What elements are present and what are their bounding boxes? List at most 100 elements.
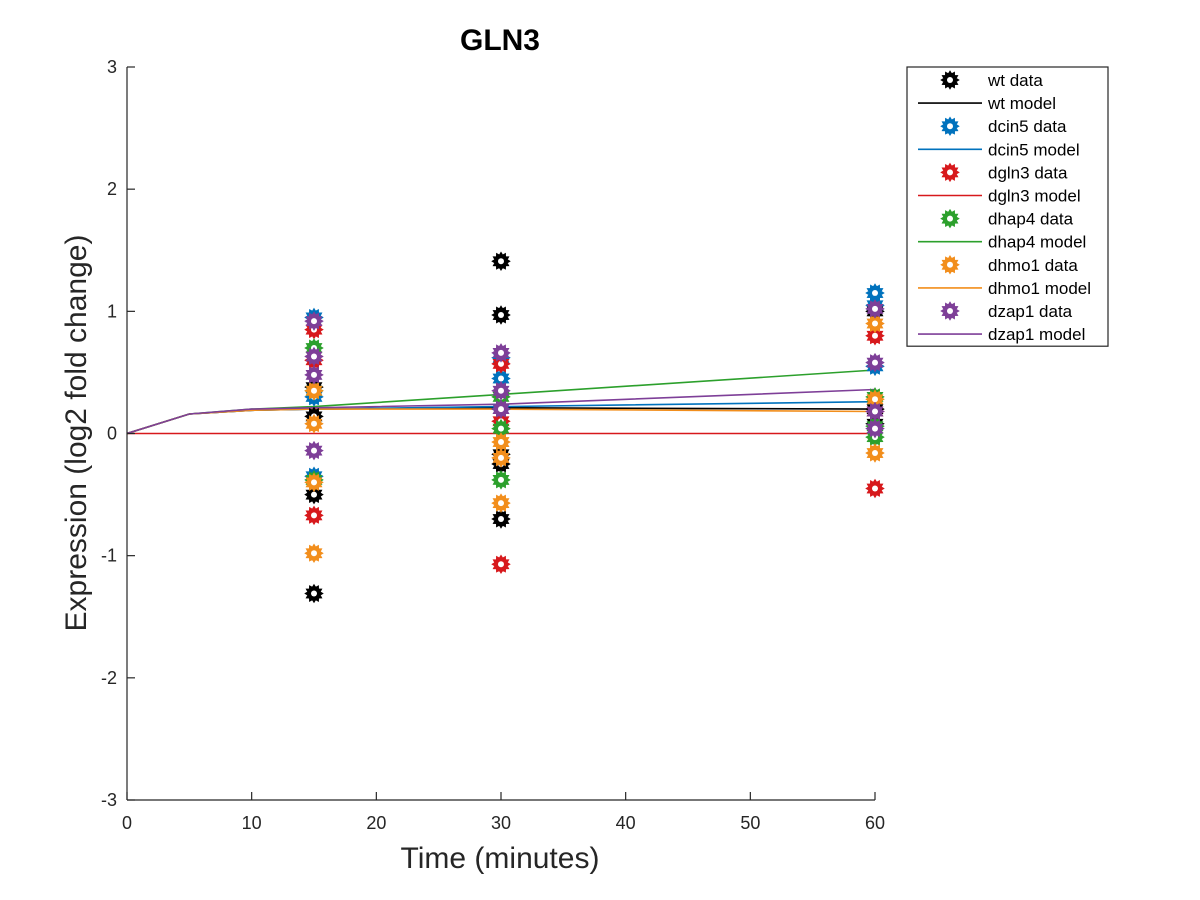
- marker-center: [311, 590, 317, 597]
- marker-center: [872, 485, 878, 492]
- x-tick-label: 60: [865, 813, 885, 833]
- legend-marker-dhmo1: [940, 255, 960, 275]
- marker-center: [872, 408, 878, 415]
- x-axis-title: Time (minutes): [401, 842, 600, 875]
- marker-center: [498, 476, 504, 483]
- y-tick-label: -1: [101, 546, 117, 566]
- marker-center: [311, 420, 317, 427]
- marker-center: [498, 258, 504, 265]
- marker-center: [872, 332, 878, 339]
- data-point-dzap1-3: [304, 440, 324, 461]
- marker-center: [872, 305, 878, 312]
- x-tick-label: 20: [366, 813, 386, 833]
- chart-title: GLN3: [460, 24, 540, 57]
- marker-center: [311, 479, 317, 486]
- marker-center: [498, 349, 504, 356]
- y-axis-title: Expression (log2 fold change): [60, 235, 93, 632]
- marker-center: [947, 169, 953, 176]
- model-line-dzap1: [126, 388, 876, 435]
- data-point-dhmo1-5: [491, 448, 511, 468]
- marker-center: [498, 454, 504, 461]
- legend-box: [906, 66, 1109, 347]
- data-point-wt-5: [491, 305, 511, 325]
- legend-label-dcin5-data: dcin5 data: [988, 117, 1067, 136]
- y-tick-label: 1: [107, 301, 117, 321]
- legend-label-wt-data: wt data: [987, 71, 1043, 90]
- legend-marker-dhap4: [940, 208, 960, 229]
- data-point-dzap1-8: [865, 352, 885, 373]
- data-point-dzap1-2: [304, 365, 324, 385]
- data-point-dhmo1-1: [304, 413, 324, 434]
- marker-center: [311, 318, 317, 325]
- y-tick-label: -3: [101, 790, 117, 810]
- marker-center: [947, 308, 953, 314]
- data-point-dhmo1-0: [304, 380, 324, 401]
- legend-label-dzap1-data: dzap1 data: [988, 302, 1073, 321]
- data-point-dhmo1-2: [304, 472, 324, 493]
- data-point-dgln3-8: [865, 478, 885, 499]
- marker-center: [311, 447, 317, 454]
- legend-label-dgln3-model: dgln3 model: [988, 187, 1081, 206]
- data-point-dhmo1-7: [865, 313, 885, 334]
- legend-marker-dzap1: [940, 301, 960, 321]
- data-point-dzap1-0: [304, 311, 324, 331]
- marker-center: [311, 387, 317, 394]
- marker-center: [872, 359, 878, 366]
- marker-center: [498, 425, 504, 432]
- legend-marker-dcin5: [940, 116, 960, 136]
- data-point-dhmo1-3: [304, 543, 324, 563]
- marker-center: [498, 516, 504, 523]
- marker-center: [872, 450, 878, 457]
- data-point-dgln3-5: [491, 554, 511, 574]
- marker-center: [311, 491, 317, 498]
- legend: wt data wt model dcin5 data dcin5 model dgln…: [906, 66, 1109, 347]
- marker-center: [311, 371, 317, 378]
- legend-label-dhmo1-model: dhmo1 model: [988, 279, 1091, 298]
- marker-center: [498, 561, 504, 568]
- marker-center: [947, 123, 953, 130]
- legend-label-dhap4-data: dhap4 data: [988, 210, 1074, 229]
- x-tick-label: 30: [491, 813, 511, 833]
- x-tick-label: 10: [242, 813, 262, 833]
- data-point-dzap1-4: [491, 343, 511, 363]
- marker-center: [311, 353, 317, 360]
- marker-center: [498, 439, 504, 446]
- marker-center: [947, 261, 953, 268]
- x-tick-label: 0: [122, 813, 132, 833]
- data-point-wt-3: [304, 583, 324, 604]
- marker-center: [498, 375, 504, 382]
- marker-center: [498, 360, 504, 367]
- marker-center: [872, 320, 878, 327]
- marker-center: [311, 512, 317, 519]
- data-markers: [304, 251, 885, 604]
- y-tick-label: 0: [107, 424, 117, 444]
- legend-label-dhap4-model: dhap4 model: [988, 233, 1086, 252]
- marker-center: [872, 396, 878, 403]
- data-point-dzap1-10: [865, 418, 885, 439]
- data-point-dhmo1-6: [491, 493, 511, 513]
- y-tick-label: 3: [107, 57, 117, 77]
- marker-center: [311, 550, 317, 557]
- marker-center: [947, 215, 953, 222]
- marker-center: [498, 387, 504, 394]
- data-point-dzap1-7: [865, 299, 885, 319]
- x-tick-label: 50: [740, 813, 760, 833]
- data-point-dhap4-5: [491, 470, 511, 490]
- x-tick-label: 40: [616, 813, 636, 833]
- model-lines: [126, 369, 876, 435]
- marker-center: [872, 425, 878, 432]
- marker-center: [498, 311, 504, 318]
- data-point-dhmo1-9: [865, 443, 885, 463]
- y-tick-label: 2: [107, 179, 117, 199]
- data-point-dgln3-2: [304, 505, 324, 526]
- data-point-wt-4: [491, 251, 511, 272]
- legend-label-dhmo1-data: dhmo1 data: [988, 256, 1078, 275]
- y-tick-label: -2: [101, 668, 117, 688]
- legend-label-dgln3-data: dgln3 data: [988, 163, 1068, 182]
- legend-label-dzap1-model: dzap1 model: [988, 325, 1085, 344]
- data-point-dzap1-6: [491, 399, 511, 419]
- marker-center: [498, 406, 504, 413]
- data-point-wt-8: [491, 509, 511, 529]
- legend-marker-dgln3: [940, 162, 960, 183]
